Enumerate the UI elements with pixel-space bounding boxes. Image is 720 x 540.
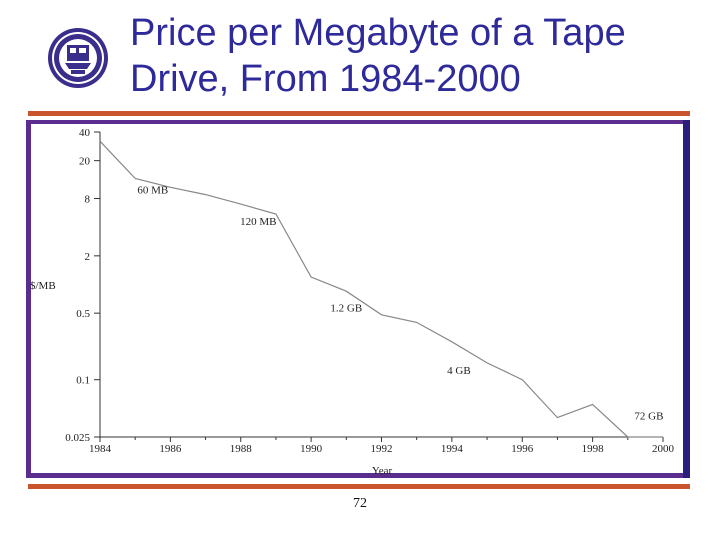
y-tick-label: 0.5 — [76, 308, 90, 320]
x-tick-label: 1996 — [511, 443, 534, 455]
x-tick-label: 2000 — [652, 443, 675, 455]
y-tick-label: 0.1 — [76, 375, 90, 387]
capacity-label: 4 GB — [447, 365, 471, 377]
y-axis-label: $/MB — [30, 280, 56, 292]
capacity-label: 1.2 GB — [330, 303, 362, 315]
y-tick-label: 8 — [85, 194, 91, 206]
x-tick-label: 1992 — [371, 443, 393, 455]
x-tick-label: 1984 — [89, 443, 112, 455]
bottom-divider — [28, 484, 690, 489]
slide-title-line-2: Drive, From 1984-2000 — [130, 58, 521, 100]
chart-annotations: 60 MB 120 MB 1.2 GB 4 GB 72 GB — [137, 185, 663, 423]
y-tick-label: 20 — [79, 156, 91, 168]
y-tick-label: 40 — [79, 127, 91, 139]
x-tick-label: 1988 — [230, 443, 253, 455]
x-axis-label: Year — [372, 465, 393, 477]
x-tick-label: 1994 — [441, 443, 464, 455]
y-tick-label: 0.025 — [65, 432, 90, 444]
top-divider — [28, 111, 690, 116]
y-tick-label: 2 — [85, 251, 91, 263]
chart-series — [99, 140, 663, 438]
university-seal-icon — [48, 28, 108, 88]
capacity-label: 60 MB — [137, 185, 168, 197]
chart-frame-right-edge — [683, 120, 690, 478]
slide-title-line-1: Price per Megabyte of a Tape — [130, 12, 626, 54]
page-number: 72 — [353, 496, 367, 511]
price-line — [99, 140, 663, 438]
x-tick-label: 1990 — [300, 443, 323, 455]
chart-axes — [99, 132, 663, 438]
capacity-label: 72 GB — [634, 411, 663, 423]
x-tick-label: 1986 — [159, 443, 182, 455]
slide-title: Price per Megabyte of a Tape Drive, From… — [130, 10, 710, 102]
capacity-label: 120 MB — [240, 216, 276, 228]
x-tick-label: 1998 — [582, 443, 605, 455]
chart-ticks: 0.025 0.1 0.5 2 8 20 40 1984 1986 1988 1990 1992 199… — [65, 127, 674, 455]
